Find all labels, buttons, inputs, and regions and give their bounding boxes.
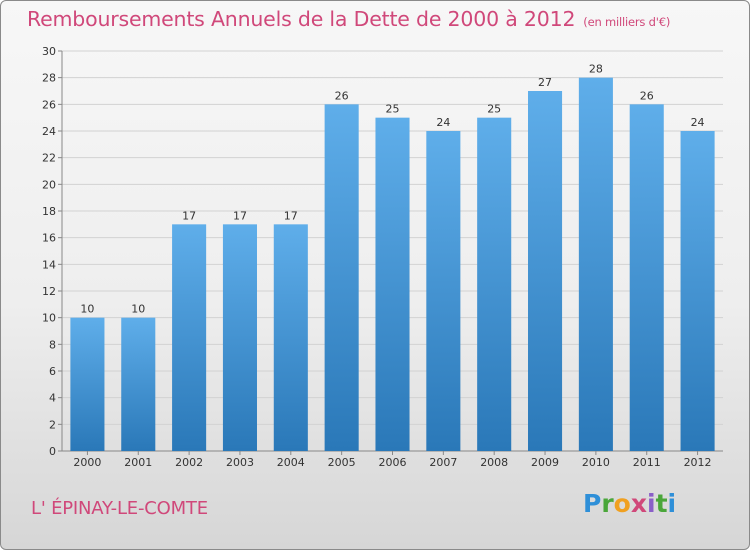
logo-letter: i	[647, 489, 656, 518]
x-tick-label-2007: 2007	[429, 456, 457, 469]
x-tick-label-2011: 2011	[633, 456, 661, 469]
y-tick-label: 0	[49, 445, 56, 458]
bar-2000	[70, 317, 105, 451]
y-tick-label: 10	[42, 312, 56, 325]
x-tick-label-2000: 2000	[73, 456, 101, 469]
x-tick-label-2001: 2001	[124, 456, 152, 469]
y-tick-label: 26	[42, 98, 56, 111]
y-tick-label: 28	[42, 72, 56, 85]
y-tick-label: 14	[42, 258, 56, 271]
x-tick-label-2002: 2002	[175, 456, 203, 469]
y-tick-label: 22	[42, 152, 56, 165]
bar-2001	[121, 317, 156, 451]
bar-2007	[426, 131, 461, 451]
value-label-2000: 10	[80, 303, 94, 316]
value-label-2001: 10	[131, 303, 145, 316]
x-tick-label-2004: 2004	[277, 456, 305, 469]
y-tick-label: 2	[49, 418, 56, 431]
logo-letter: t	[655, 489, 668, 518]
commune-name: L' ÉPINAY-LE-COMTE	[31, 498, 208, 519]
y-tick-label: 18	[42, 205, 56, 218]
bar-2006	[375, 117, 410, 452]
chart-subtitle: (en milliers d'€)	[583, 15, 671, 29]
y-tick-label: 8	[49, 338, 56, 351]
y-tick-label: 24	[42, 125, 56, 138]
bar-2008	[477, 117, 512, 452]
value-label-2004: 17	[284, 209, 298, 222]
logo-letter: i	[667, 489, 677, 518]
value-label-2003: 17	[233, 209, 247, 222]
value-label-2005: 26	[335, 89, 349, 102]
logo-letter: x	[630, 489, 647, 518]
x-tick-label-2010: 2010	[582, 456, 610, 469]
x-tick-label-2009: 2009	[531, 456, 559, 469]
bar-layer	[70, 77, 715, 452]
logo-letter: P	[583, 489, 602, 518]
x-tick-label-2003: 2003	[226, 456, 254, 469]
value-label-2008: 25	[487, 103, 501, 116]
chart-title-text: Remboursements Annuels de la Dette de 20…	[27, 7, 576, 31]
x-tick-label-2006: 2006	[379, 456, 407, 469]
bar-2002	[172, 224, 207, 451]
bar-2003	[222, 224, 257, 451]
proxiti-logo: Proxiti	[583, 489, 676, 518]
bar-2012	[680, 131, 715, 451]
label-layer: 0246810121416182022242628301020001020011…	[42, 45, 712, 469]
y-tick-label: 6	[49, 365, 56, 378]
value-label-2011: 26	[640, 89, 654, 102]
value-label-2007: 24	[436, 116, 450, 129]
x-tick-label-2008: 2008	[480, 456, 508, 469]
y-tick-label: 12	[42, 285, 56, 298]
value-label-2006: 25	[386, 103, 400, 116]
value-label-2009: 27	[538, 76, 552, 89]
value-label-2012: 24	[691, 116, 705, 129]
logo-letter: o	[613, 489, 631, 518]
logo-letter: r	[601, 489, 614, 518]
x-tick-label-2005: 2005	[328, 456, 356, 469]
value-label-2010: 28	[589, 63, 603, 76]
y-tick-label: 16	[42, 232, 56, 245]
chart-title: Remboursements Annuels de la Dette de 20…	[27, 7, 670, 31]
bar-2009	[528, 91, 563, 451]
y-tick-label: 4	[49, 392, 56, 405]
value-label-2002: 17	[182, 209, 196, 222]
bar-2010	[578, 77, 613, 452]
y-tick-label: 30	[42, 45, 56, 58]
bar-2004	[273, 224, 308, 451]
bar-2011	[629, 104, 664, 451]
y-tick-label: 20	[42, 178, 56, 191]
bar-2005	[324, 104, 359, 451]
x-tick-label-2012: 2012	[684, 456, 712, 469]
